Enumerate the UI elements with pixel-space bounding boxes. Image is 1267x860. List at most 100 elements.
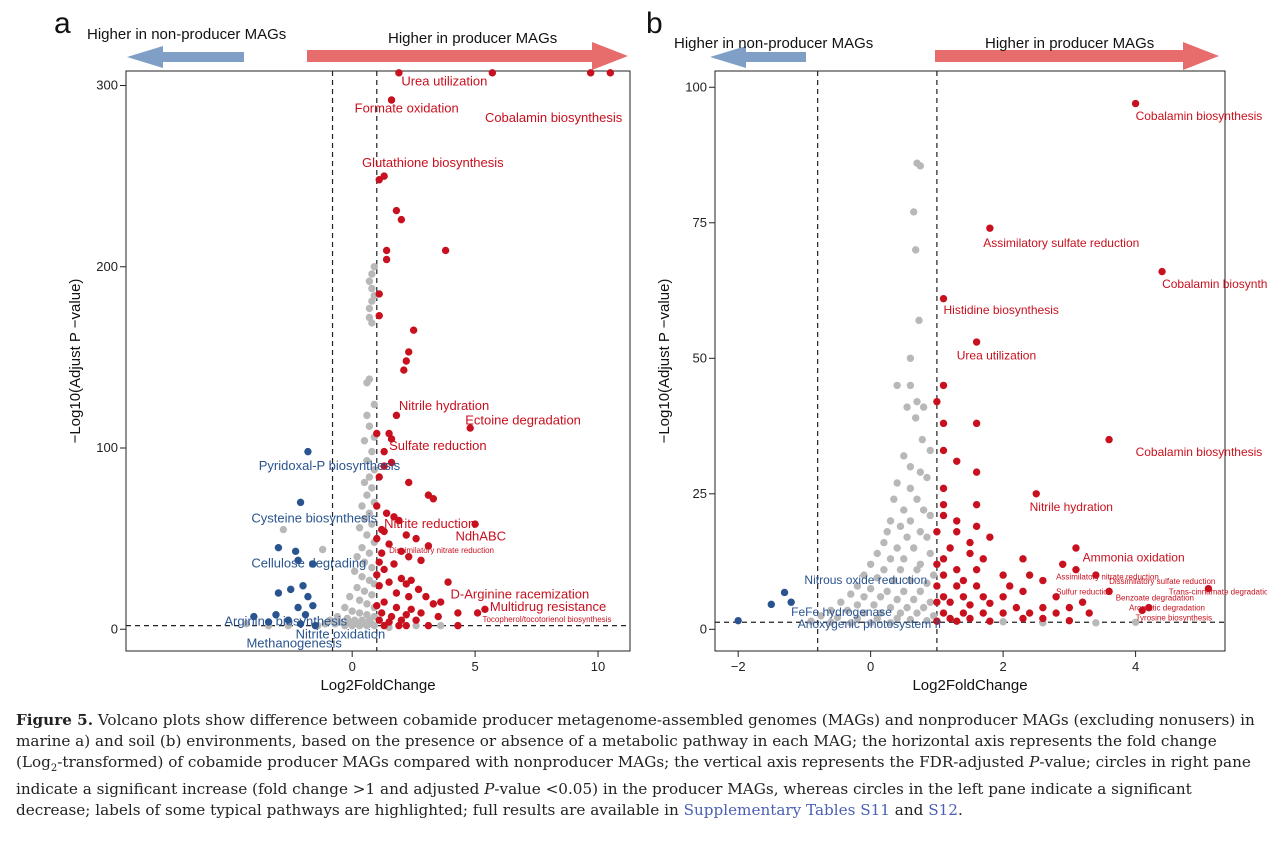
ns-point [890,576,898,585]
producer-point [1065,603,1074,612]
producer-point [1072,544,1080,552]
ns-point [365,375,374,383]
caption-text: -transformed) of cobamide producer MAGs … [57,753,1030,771]
ns-point [363,621,371,630]
producer-point [979,609,987,617]
ns-point [919,403,928,411]
ns-point [827,618,835,626]
pathway-label: Sulfate reduction [389,438,487,453]
producer-point [939,294,948,303]
arrow-left [710,46,806,68]
ns-point [843,606,852,615]
nonproducer-point [780,588,789,597]
ns-point [365,422,374,430]
producer-point [429,600,438,608]
pathway-label: Nitrite oxidation [296,626,386,641]
nonproducer-point [309,601,317,610]
producer-point [966,614,974,623]
x-tick-label: 0 [867,659,874,674]
ns-point [242,620,251,628]
producer-point [397,215,406,224]
ns-point [926,511,934,520]
producer-point [380,172,388,180]
producer-point [405,592,413,601]
producer-point [414,585,423,594]
caption-text: -value <0.05) in the producer MAGs, wher… [16,780,1192,820]
pathway-label: Cobalamin biosynthesis [1136,445,1263,459]
producer-point [939,593,948,601]
ns-point [368,520,376,528]
ns-point [910,208,918,216]
producer-point [1078,598,1087,606]
producer-point [392,411,401,420]
producer-point [946,598,954,606]
producer-point [392,206,401,215]
ns-point [926,549,934,558]
ns-point [341,621,349,630]
pathway-label: Formate oxidation [355,101,459,116]
y-tick-label: 300 [96,78,118,93]
ns-point [368,591,376,599]
producer-point [382,255,391,264]
producer-point [979,593,987,601]
producer-point [1085,609,1093,617]
pathway-label: Ammonia oxidation [1083,551,1185,565]
producer-point [375,616,383,624]
pathway-label: FeFe hydrogenase [791,605,892,619]
ns-point [870,601,878,609]
ns-point [893,479,901,487]
y-tick-label: 25 [693,486,707,501]
y-tick-label: 0 [700,621,707,636]
producer-point [387,435,396,443]
producer-point [1032,490,1040,498]
y-axis-label: −Log10(Adjust P −value) [67,279,84,444]
supplementary-link[interactable]: Supplementary Tables S11 [683,801,890,820]
ns-point [860,609,868,617]
y-axis-label: −Log10(Adjust P −value) [656,279,673,444]
producer-point [417,556,425,565]
producer-point [407,605,415,614]
producer-point [380,565,388,574]
ns-point [360,437,369,445]
ns-point [866,584,875,593]
ns-point [365,277,374,285]
arrow-right-label: Higher in producer MAGs [985,35,1154,52]
pathway-label: Nitrile hydration [1030,500,1113,514]
pathway-label: Trans-cinnamate degradation [1169,588,1267,597]
ns-point [900,452,908,460]
producer-point [953,528,961,536]
figure-caption: Figure 5. Volcano plots show difference … [16,710,1256,821]
producer-point [933,582,941,590]
producer-point [395,516,403,525]
caption-italic: P [484,780,495,799]
nonproducer-point [296,620,305,628]
nonproducer-point [767,600,775,609]
ns-point [999,618,1007,626]
producer-point [473,609,482,617]
producer-point [1092,571,1100,579]
ns-point [1092,619,1100,627]
producer-point [966,601,974,609]
y-tick-label: 100 [685,79,707,94]
ns-point [365,549,374,557]
producer-point [375,473,383,481]
supplementary-link[interactable]: S12 [928,801,958,820]
caption-text: . [957,801,963,820]
ns-point [903,533,911,541]
pathway-label: Urea utilization [401,74,487,89]
producer-point [1105,587,1113,596]
arrow-left-label: Higher in non-producer MAGs [674,35,873,52]
pathway-label: Histidine biosynthesis [944,303,1059,317]
nonproducer-point [296,498,305,507]
ns-point [350,567,359,575]
producer-point [402,357,410,365]
nonproducer-point [284,616,292,624]
ns-point [886,603,895,612]
panel-b: b Higher in non-producer MAGs Higher in … [646,7,1267,694]
producer-point [1019,555,1027,563]
ns-point [284,621,292,630]
producer-point [972,419,981,428]
producer-point [387,96,396,104]
producer-point [953,582,961,590]
producer-point [1131,99,1140,108]
